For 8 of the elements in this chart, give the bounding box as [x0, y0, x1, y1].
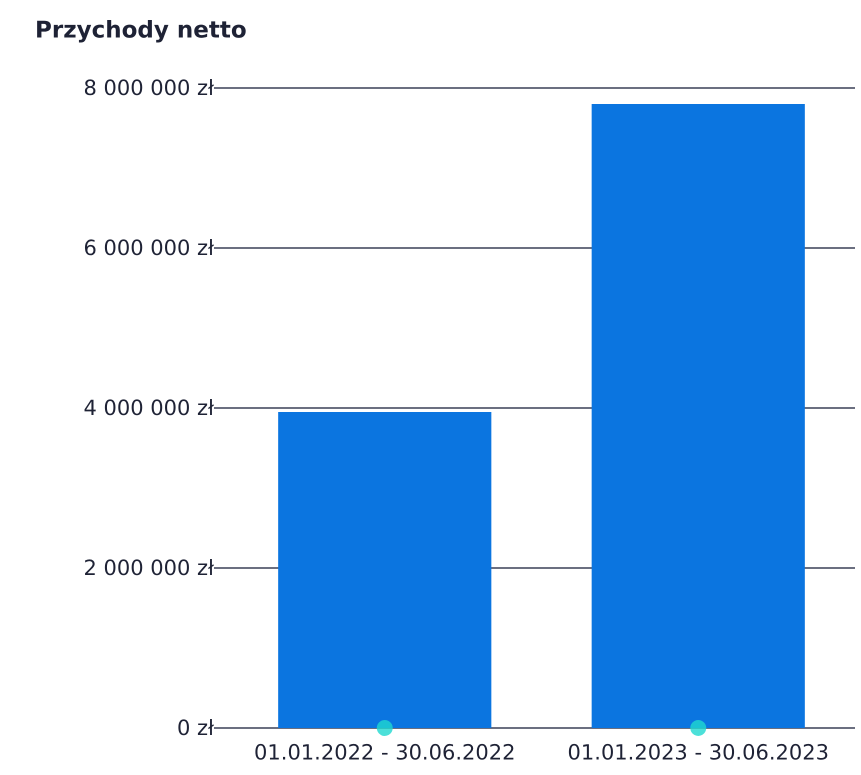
y-tick-label: 4 000 000 zł — [83, 396, 214, 420]
y-tick-label: 8 000 000 zł — [83, 76, 214, 100]
y-tick-label: 0 zł — [176, 716, 214, 740]
y-tick-label: 6 000 000 zł — [83, 236, 214, 260]
chart-title: Przychody netto — [35, 18, 247, 44]
x-tick-label: 01.01.2022 - 30.06.2022 — [254, 740, 516, 764]
x-tick-label: 01.01.2023 - 30.06.2023 — [568, 740, 829, 764]
y-tick-label: 2 000 000 zł — [83, 556, 214, 580]
